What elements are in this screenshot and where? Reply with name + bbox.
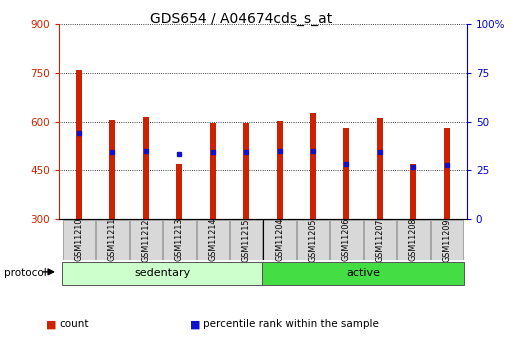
- Bar: [96, 220, 129, 260]
- Text: GSM11213: GSM11213: [175, 218, 184, 262]
- Bar: [109, 120, 115, 219]
- Bar: [130, 220, 162, 260]
- Text: ■: ■: [46, 319, 56, 329]
- Bar: [210, 123, 216, 219]
- Text: GSM11207: GSM11207: [376, 218, 384, 262]
- Text: GSM11211: GSM11211: [108, 218, 117, 262]
- Bar: [63, 220, 95, 260]
- Bar: [230, 220, 263, 260]
- Bar: [263, 220, 296, 260]
- Bar: [297, 220, 329, 260]
- Text: GSM11206: GSM11206: [342, 218, 351, 262]
- Bar: [76, 70, 82, 219]
- Text: GSM11214: GSM11214: [208, 218, 218, 262]
- Bar: [444, 128, 450, 219]
- Bar: [163, 220, 195, 260]
- Text: GSM11208: GSM11208: [409, 218, 418, 262]
- Text: GSM11212: GSM11212: [142, 218, 150, 262]
- Bar: [143, 117, 149, 219]
- Text: sedentary: sedentary: [134, 268, 191, 278]
- Bar: [196, 220, 229, 260]
- Text: GSM11205: GSM11205: [308, 218, 318, 262]
- Bar: [176, 164, 182, 219]
- Bar: [397, 220, 429, 260]
- Text: GSM11210: GSM11210: [74, 218, 84, 262]
- Bar: [243, 122, 249, 219]
- Bar: [364, 220, 396, 260]
- Bar: [430, 220, 463, 260]
- Bar: [410, 164, 417, 219]
- Text: GSM11215: GSM11215: [242, 218, 251, 262]
- Text: GDS654 / A04674cds_s_at: GDS654 / A04674cds_s_at: [150, 12, 332, 26]
- Text: GSM11204: GSM11204: [275, 218, 284, 262]
- Bar: [310, 112, 316, 219]
- Text: GSM11209: GSM11209: [442, 218, 451, 262]
- Text: active: active: [346, 268, 380, 278]
- Bar: [62, 262, 262, 285]
- Bar: [344, 128, 349, 219]
- Bar: [277, 121, 283, 219]
- Text: ■: ■: [190, 319, 200, 329]
- Text: count: count: [59, 319, 89, 329]
- Bar: [377, 118, 383, 219]
- Text: protocol: protocol: [4, 268, 47, 278]
- Bar: [330, 220, 363, 260]
- Text: percentile rank within the sample: percentile rank within the sample: [203, 319, 379, 329]
- Bar: [262, 262, 464, 285]
